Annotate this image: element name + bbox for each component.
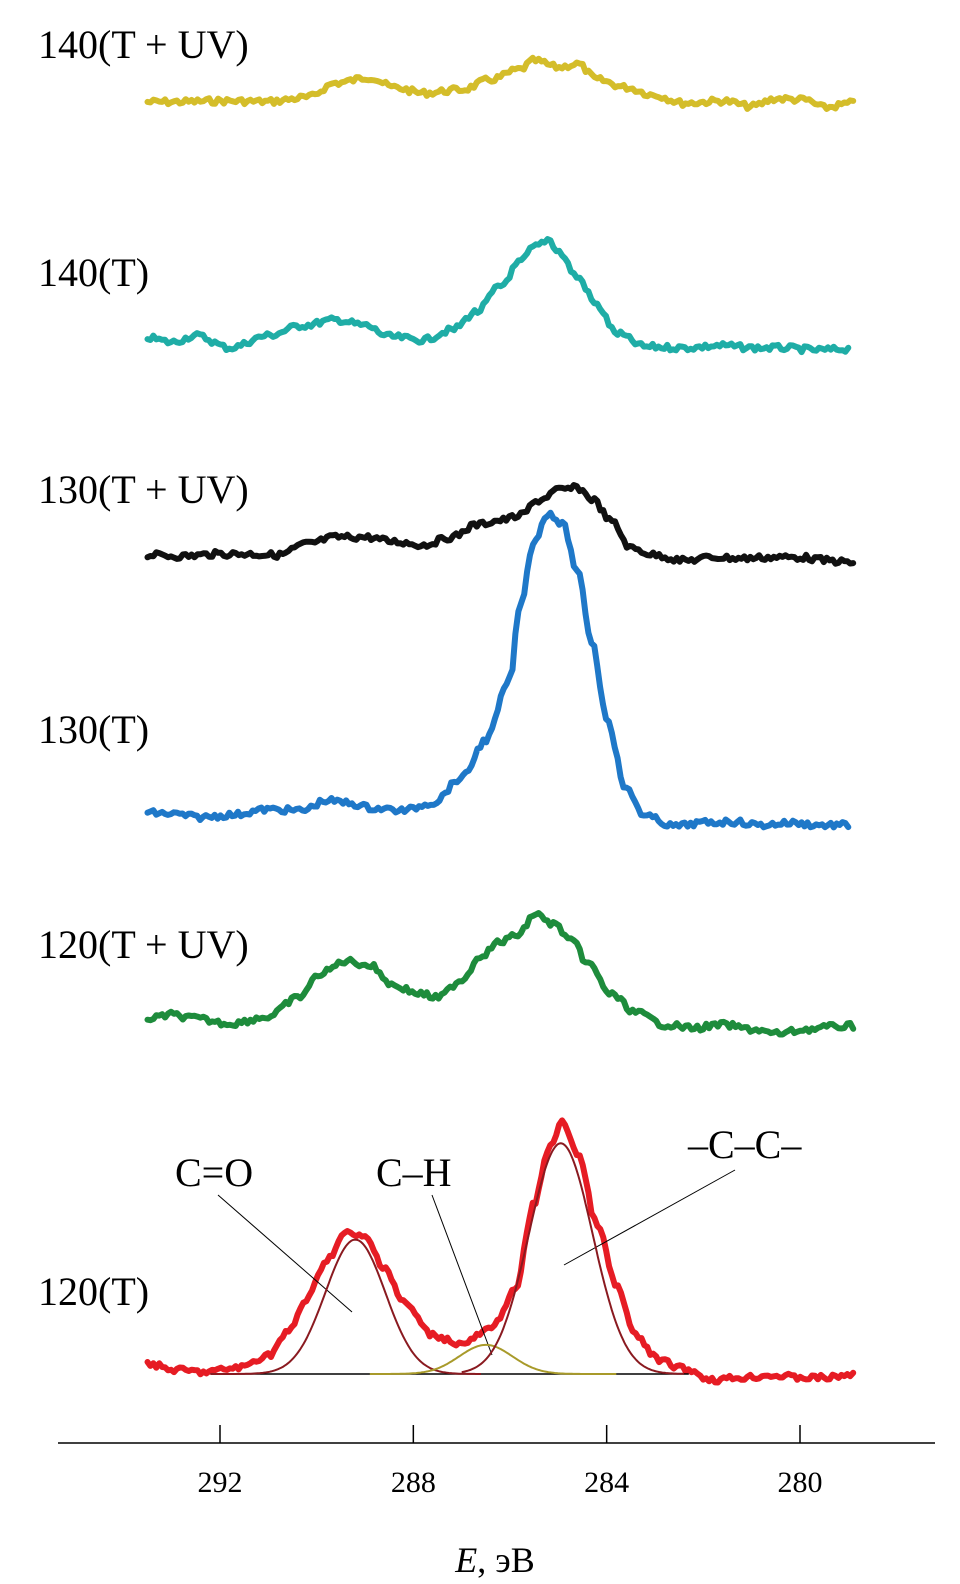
fit-component-2 [461,1142,685,1375]
series-label-120-t-uv: 120(T + UV) [38,922,249,967]
x-tick-label-280: 280 [778,1466,823,1499]
series-label-130-t: 130(T) [38,707,149,752]
series-line-0 [144,54,857,112]
series-line-2 [144,482,857,567]
series-label-130-t-uv: 130(T + UV) [38,467,249,512]
x-tick-label-292: 292 [198,1466,243,1499]
peak-label-ch: C–H [376,1150,452,1195]
spectra-series [144,54,857,1386]
leader-line-ch [431,1194,493,1356]
fit-component-0 [210,1238,481,1375]
leader-line-co [217,1194,353,1313]
x-axis-variable: E [454,1540,477,1580]
series-line-4 [144,910,857,1038]
x-axis-ticks: 292 288 284 280 [198,1425,823,1499]
series-label-140-t: 140(T) [38,250,149,295]
fit-component-1 [369,1343,617,1375]
peak-label-cc: –C–C– [687,1122,802,1167]
leader-line-cc [563,1169,736,1266]
x-axis-unit: , эВ [477,1540,534,1580]
series-label-120-t: 120(T) [38,1269,149,1314]
fit-components [210,1142,689,1375]
series-line-1 [144,236,852,356]
series-line-5 [144,1117,857,1386]
series-label-140-t-uv: 140(T + UV) [38,22,249,67]
series-line-3 [144,509,852,831]
x-tick-label-284: 284 [584,1466,629,1499]
x-tick-label-288: 288 [391,1466,436,1499]
peak-label-co: C=O [175,1150,253,1195]
x-axis-title: E, эВ [454,1540,534,1580]
